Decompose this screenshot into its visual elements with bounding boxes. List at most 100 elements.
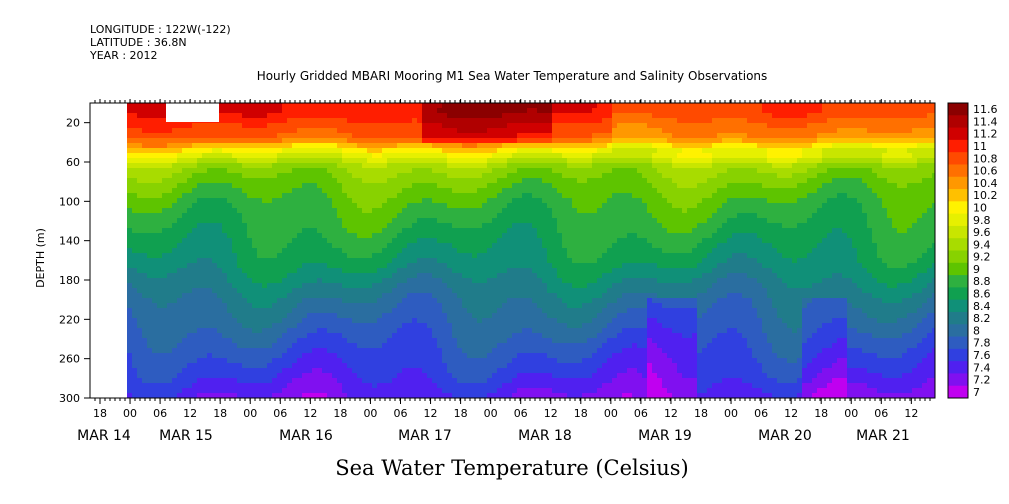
colorbar-label: 7.4: [973, 361, 991, 374]
colorbar-segment: [948, 275, 968, 288]
x-hour-label: 00: [604, 407, 618, 420]
colorbar-segment: [948, 213, 968, 227]
x-day-label: MAR 21: [856, 428, 910, 444]
x-hour-label: 06: [153, 407, 167, 420]
x-hour-label: 00: [724, 407, 738, 420]
colorbar-label: 7.2: [973, 374, 991, 387]
y-tick-label: 100: [59, 195, 80, 208]
colorbar-segment: [948, 262, 968, 276]
x-hour-label: 18: [574, 407, 588, 420]
x-hour-label: 00: [243, 407, 257, 420]
x-hour-label: 00: [484, 407, 498, 420]
plot-frame: [89, 102, 936, 399]
colorbar-label: 8: [973, 324, 980, 337]
colorbar-segment: [948, 287, 968, 301]
colorbar-segment: [948, 336, 968, 350]
x-hour-label: 06: [634, 407, 648, 420]
colorbar-label: 9: [973, 263, 980, 276]
y-tick-label: 300: [59, 392, 80, 405]
colorbar-segment: [948, 311, 968, 325]
x-day-label: MAR 16: [279, 428, 333, 444]
x-hour-label: 18: [93, 407, 107, 420]
colorbar-segment: [948, 152, 968, 165]
colorbar-label: 7: [973, 386, 980, 399]
colorbar-segment: [948, 115, 968, 129]
colorbar-label: 11: [973, 140, 987, 153]
x-hour-label: 06: [514, 407, 528, 420]
colorbar-label: 8.6: [973, 288, 991, 301]
colorbar-label: 11.2: [973, 128, 998, 141]
colorbar-segment: [948, 348, 968, 362]
colorbar-segment: [948, 176, 968, 190]
temperature-field: [127, 103, 935, 398]
x-hour-label: 12: [544, 407, 558, 420]
y-tick-label: 60: [66, 156, 80, 169]
x-day-label: MAR 14: [77, 428, 131, 444]
x-day-label: MAR 18: [518, 428, 572, 444]
colorbar-label: 10.8: [973, 152, 998, 165]
x-hour-label: 00: [363, 407, 377, 420]
colorbar-label: 9.6: [973, 226, 991, 239]
x-hour-label: 18: [454, 407, 468, 420]
missing-data-patch: [166, 103, 219, 122]
colorbar-label: 9.2: [973, 251, 991, 264]
x-day-label: MAR 15: [159, 428, 213, 444]
colorbar-label: 9.4: [973, 238, 991, 251]
colorbar-segment: [948, 103, 968, 116]
plot-area: [89, 102, 936, 399]
colorbar-label: 8.4: [973, 300, 991, 313]
colorbar-label: 11.4: [973, 115, 998, 128]
colorbar-segment: [948, 385, 968, 399]
colorbar-segment: [948, 225, 968, 239]
chart-title: Hourly Gridded MBARI Mooring M1 Sea Wate…: [257, 69, 768, 83]
x-hour-label: 06: [273, 407, 287, 420]
x-hour-label: 12: [664, 407, 678, 420]
x-hour-label: 18: [694, 407, 708, 420]
x-axis-ticks: 18 00 06 12 18 00 06 12 18 00 06 12 18 00 06 12 18 00 06 12…: [77, 99, 931, 444]
x-hour-label: 06: [874, 407, 888, 420]
x-day-label: MAR 19: [638, 428, 692, 444]
colorbar-label: 8.2: [973, 312, 991, 325]
colorbar-label: 11.6: [973, 103, 998, 116]
colorbar-label: 8.8: [973, 275, 991, 288]
colorbar-segment: [948, 250, 968, 264]
colorbar-segment: [948, 324, 968, 338]
x-hour-label: 18: [333, 407, 347, 420]
colorbar-label: 10.4: [973, 177, 998, 190]
colorbar-segment: [948, 127, 968, 141]
colorbar-segment: [948, 164, 968, 178]
colorbar-segment: [948, 201, 968, 215]
colorbar-label: 7.6: [973, 349, 991, 362]
colorbar-segment: [948, 139, 968, 153]
longitude-label: LONGITUDE : 122W(-122): [90, 23, 231, 36]
x-hour-label: 06: [754, 407, 768, 420]
y-tick-label: 20: [66, 117, 80, 130]
colorbar-label: 7.8: [973, 337, 991, 350]
colorbar-segment: [948, 299, 968, 313]
year-label: YEAR : 2012: [90, 49, 158, 62]
colorbar: 11.611.411.21110.810.610.410.2109.89.69.…: [947, 102, 998, 399]
colorbar-segment: [948, 361, 968, 374]
x-hour-label: 18: [814, 407, 828, 420]
y-axis-label: DEPTH (m): [34, 228, 47, 288]
y-tick-label: 260: [59, 353, 80, 366]
x-hour-label: 12: [303, 407, 317, 420]
y-tick-label: 140: [59, 235, 80, 248]
x-hour-label: 18: [213, 407, 227, 420]
y-tick-label: 220: [59, 313, 80, 326]
colorbar-frame: [947, 102, 969, 399]
y-axis-ticks: 20 60 100 140 180 220 260 300: [59, 117, 90, 405]
colorbar-label: 9.8: [973, 214, 991, 227]
x-day-label: MAR 17: [398, 428, 452, 444]
x-hour-label: 12: [904, 407, 918, 420]
x-hour-label: 12: [424, 407, 438, 420]
x-day-label: MAR 20: [758, 428, 812, 444]
colorbar-segment: [948, 238, 968, 251]
x-hour-label: 06: [394, 407, 408, 420]
colorbar-label: 10.6: [973, 165, 998, 178]
x-hour-label: 00: [844, 407, 858, 420]
x-hour-label: 12: [784, 407, 798, 420]
latitude-label: LATITUDE : 36.8N: [90, 36, 187, 49]
colorbar-segment: [948, 189, 968, 202]
